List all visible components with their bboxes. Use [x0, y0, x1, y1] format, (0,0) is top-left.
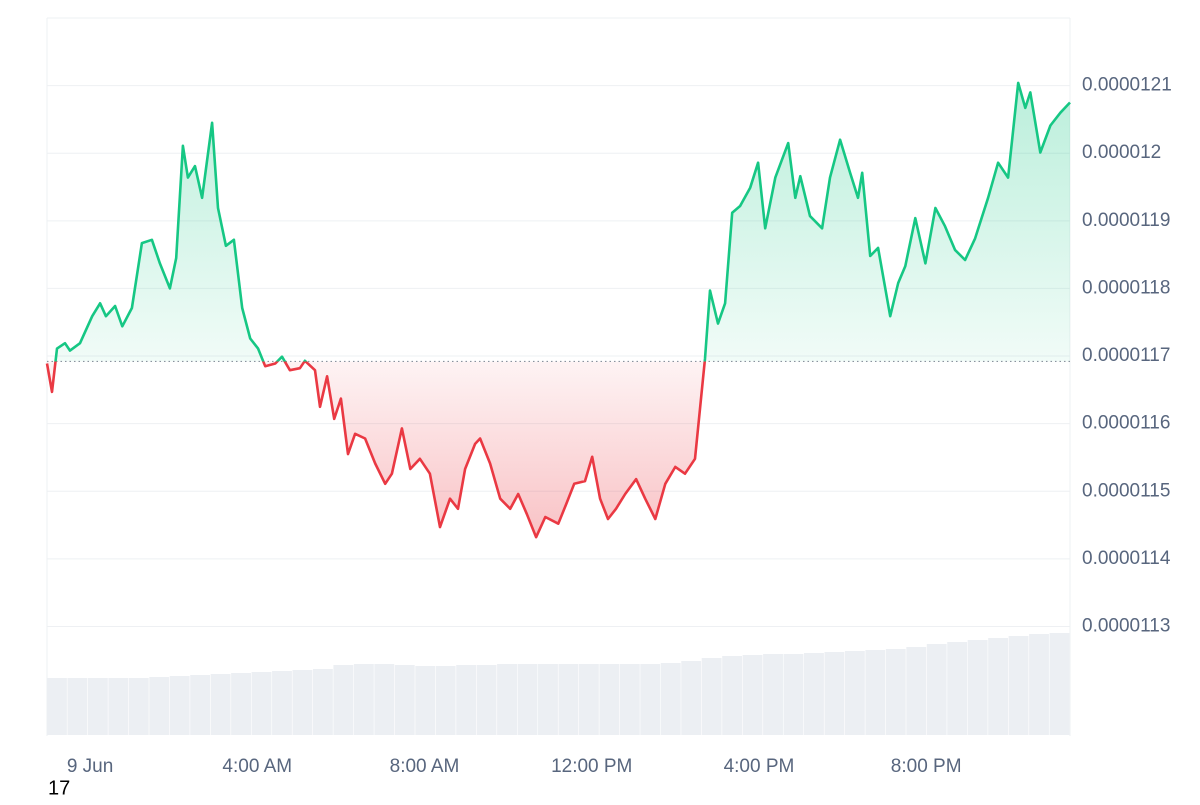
volume-bar [312, 669, 333, 735]
volume-bar [272, 671, 292, 735]
volume-bar [885, 649, 906, 735]
volume-bar [988, 638, 1009, 735]
volume-bar [374, 664, 395, 735]
y-tick-label: 0.0000113 [1082, 615, 1170, 636]
volume-bar [1008, 636, 1029, 735]
volume-bar [742, 655, 763, 735]
volume-bar [558, 664, 579, 735]
volume-bar [1029, 634, 1049, 735]
volume-bar [108, 678, 129, 735]
volume-bar [190, 675, 211, 735]
volume-bar [476, 665, 497, 735]
volume-bar [67, 678, 88, 735]
x-tick-label: 4:00 AM [222, 756, 292, 777]
y-tick-label: 0.0000117 [1082, 345, 1170, 366]
price-line [45, 81, 1071, 539]
y-tick-label: 0.0000118 [1082, 277, 1170, 298]
volume-bar [149, 677, 170, 735]
volume-bar [967, 640, 988, 735]
y-tick-label: 0.0000119 [1082, 210, 1170, 231]
volume-bar [763, 654, 783, 735]
volume-bar [722, 656, 743, 735]
volume-bar [599, 664, 620, 735]
volume-bar [783, 654, 804, 735]
volume-bar [824, 652, 845, 735]
volume-bar [497, 664, 517, 735]
volume-bar [619, 664, 640, 735]
volume-bar [47, 678, 67, 735]
volume-bar [251, 672, 272, 735]
y-tick-label: 0.0000116 [1082, 413, 1170, 434]
volume-bar [681, 661, 702, 735]
volume-bar [538, 664, 558, 735]
volume-bar [926, 644, 947, 735]
y-tick-label: 0.0000114 [1082, 548, 1171, 569]
x-tick-label: 8:00 AM [390, 756, 460, 777]
volume-bar [906, 647, 927, 735]
volume-bar [578, 664, 599, 735]
y-tick-label: 0.000012 [1082, 142, 1161, 163]
volume-bar [804, 653, 824, 735]
x-tick-label: 9 Jun [67, 756, 113, 777]
volume-bar [844, 651, 865, 735]
volume-bar [865, 650, 886, 735]
volume-bar [435, 666, 456, 735]
volume-bar [128, 678, 149, 735]
x-tick-label: 8:00 PM [891, 756, 962, 777]
volume-bar [640, 664, 661, 735]
volume-bar [394, 665, 415, 735]
volume-bar [701, 658, 722, 735]
volume-bar [947, 642, 968, 735]
y-tick-label: 0.0000115 [1082, 480, 1170, 501]
volume-bar [1049, 633, 1070, 735]
volume-bar [517, 664, 538, 735]
volume-bar [456, 665, 477, 735]
y-tick-label: 0.0000121 [1082, 75, 1172, 96]
volume-bar [210, 674, 231, 735]
watermark: 17 [48, 777, 70, 799]
area [47, 82, 1070, 538]
volume-bar [415, 666, 436, 735]
volume-bar [333, 665, 354, 735]
volume-bar [292, 670, 313, 735]
volume-bar [660, 663, 681, 735]
volume-bar [353, 664, 374, 735]
volume-bar [87, 678, 108, 735]
x-tick-label: 4:00 PM [724, 756, 795, 777]
volume-bar [169, 676, 190, 735]
x-tick-label: 12:00 PM [551, 756, 632, 777]
volume-bar [231, 673, 251, 735]
